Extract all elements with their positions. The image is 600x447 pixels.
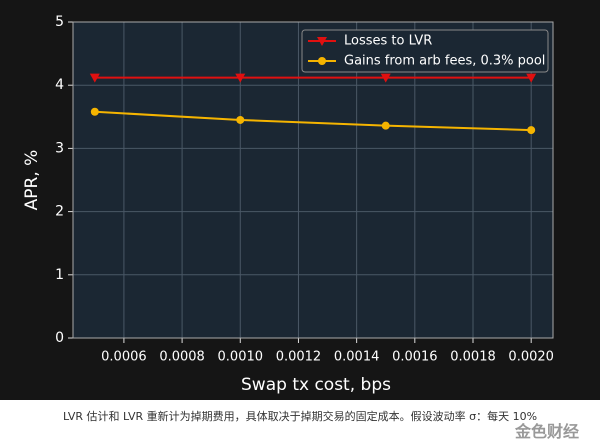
marker [380, 73, 391, 83]
marker [526, 73, 537, 83]
legend-box [301, 29, 549, 73]
y-tick-label: 4 [55, 77, 64, 93]
marker [527, 126, 536, 135]
x-tick-label: 0.0014 [334, 350, 380, 365]
y-tick-label: 0 [55, 330, 64, 346]
chart: Swap tx cost, bps APR, % 0 1 2 3 4 5 0.0006 0.0… [0, 0, 600, 400]
x-tick-label: 0.0020 [508, 350, 554, 365]
legend-label: Gains from arb fees, 0.3% pool [344, 54, 545, 69]
y-tick-label: 3 [55, 140, 64, 156]
y-axis-label: APR, % [22, 150, 42, 211]
marker [381, 121, 390, 130]
y-tick-label: 1 [55, 267, 64, 283]
x-tick-label: 0.0012 [276, 350, 322, 365]
legend-marker [317, 37, 327, 46]
x-axis-label: Swap tx cost, bps [241, 375, 391, 395]
marker [90, 107, 99, 116]
series-line [94, 110, 532, 132]
y-tick-label: 5 [55, 14, 64, 30]
x-tick-label: 0.0016 [392, 350, 438, 365]
x-tick-label: 0.0008 [159, 350, 205, 365]
x-tick-label: 0.0006 [101, 350, 147, 365]
watermark: 金色财经 [515, 422, 580, 441]
legend-label: Losses to LVR [344, 34, 432, 49]
marker [236, 115, 245, 124]
caption: LVR 估计和 LVR 重新计为掉期费用，具体取决于掉期交易的固定成本。假设波动… [62, 410, 538, 423]
y-tick-label: 2 [55, 204, 64, 220]
legend-marker [318, 57, 326, 65]
marker [235, 73, 246, 83]
axes-frame [72, 21, 554, 339]
marker [89, 73, 100, 83]
x-tick-label: 0.0018 [450, 350, 496, 365]
x-tick-label: 0.0010 [218, 350, 264, 365]
